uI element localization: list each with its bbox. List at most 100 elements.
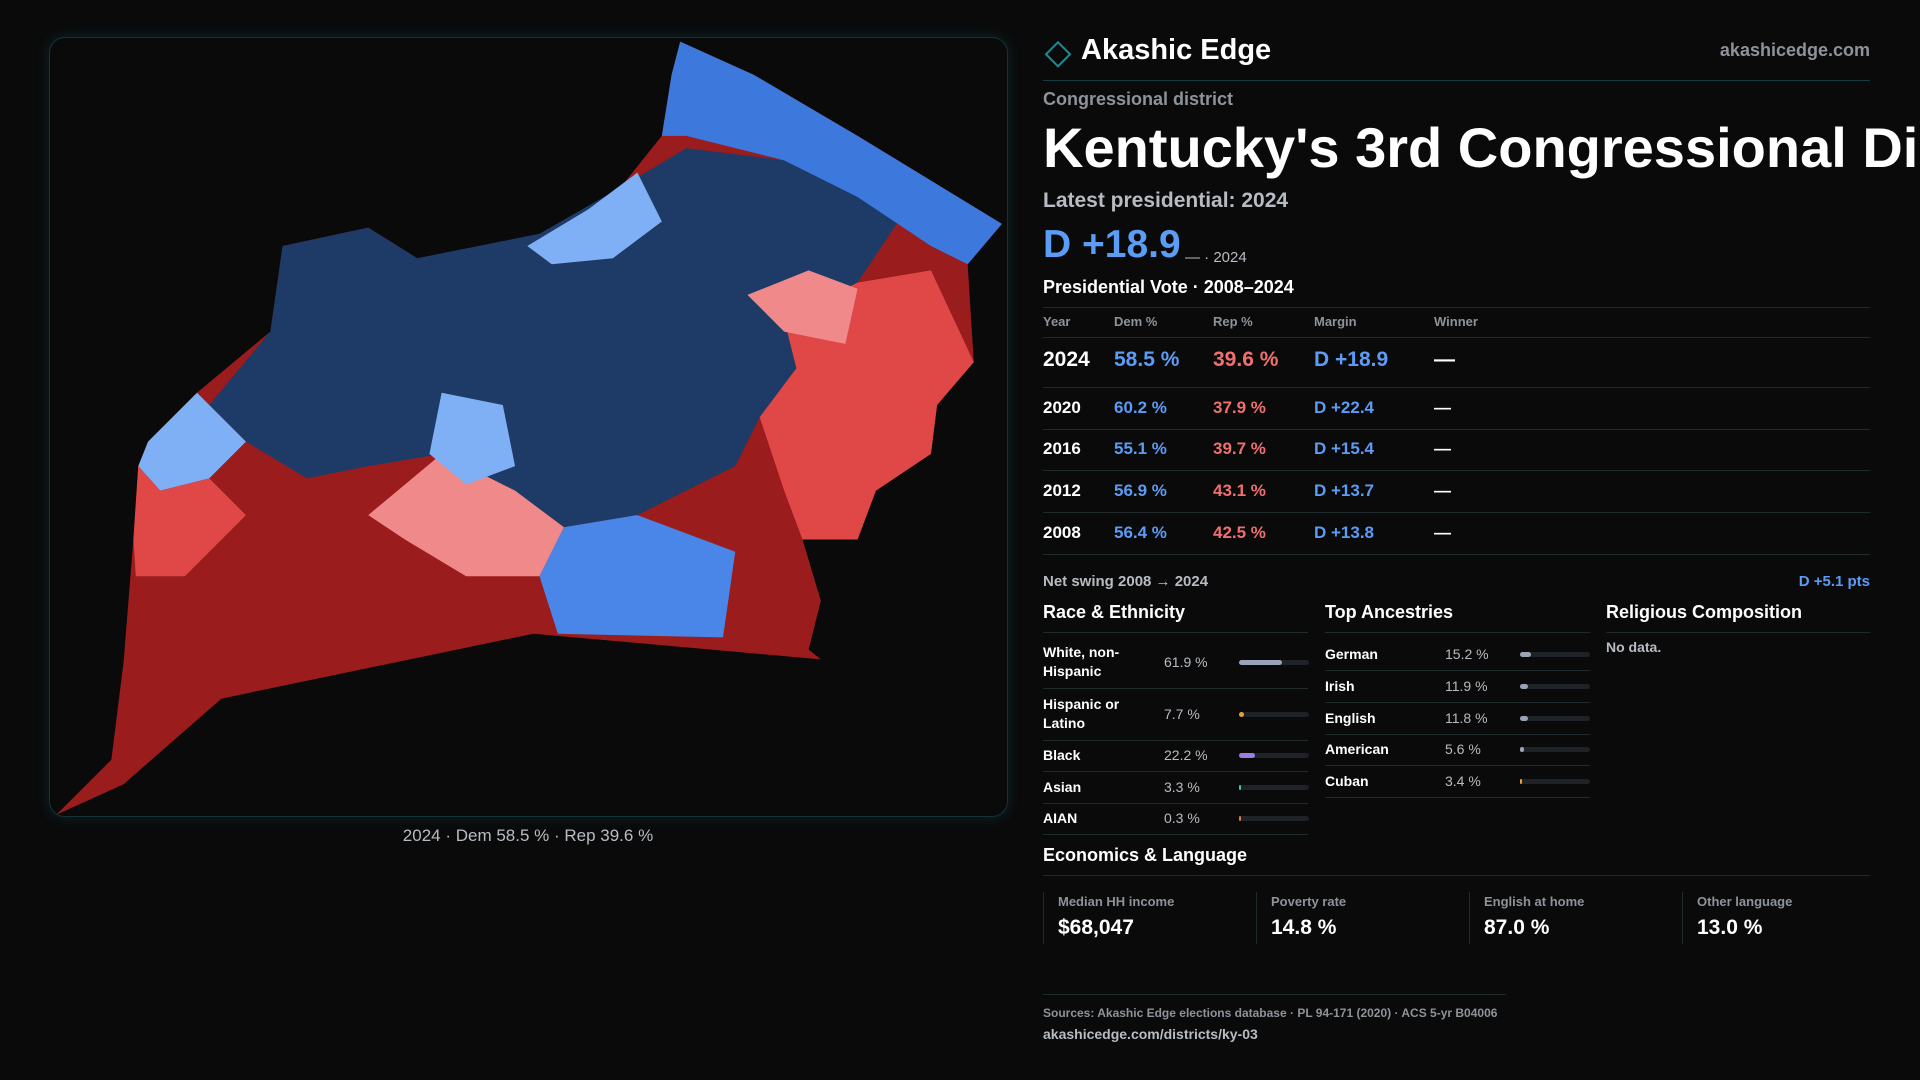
divider bbox=[1043, 632, 1308, 633]
divider bbox=[1469, 892, 1470, 944]
row-value: 61.9 % bbox=[1164, 654, 1208, 670]
swing-label: Net swing 2008 → 2024 bbox=[1043, 573, 1209, 590]
divider bbox=[1043, 834, 1308, 835]
table-cell: — bbox=[1434, 438, 1451, 458]
row-label: English bbox=[1325, 709, 1376, 726]
row-label: Black bbox=[1043, 746, 1081, 763]
row-label: Hispanic or Latino bbox=[1043, 696, 1120, 731]
map-region bbox=[661, 41, 1002, 265]
section-title: Economics & Language bbox=[1043, 845, 1248, 865]
bar bbox=[1520, 747, 1524, 752]
row-label: White, non-Hispanic bbox=[1043, 644, 1120, 679]
map-region bbox=[133, 466, 246, 577]
row-value: 3.4 % bbox=[1445, 773, 1481, 789]
stat-label: English at home bbox=[1484, 894, 1585, 909]
row-value: 11.9 % bbox=[1445, 678, 1488, 694]
table-cell: 60.2 % bbox=[1114, 397, 1167, 417]
map-region bbox=[539, 515, 736, 638]
divider bbox=[1325, 702, 1590, 703]
bar-track bbox=[1520, 684, 1590, 689]
table-cell: 2012 bbox=[1043, 480, 1081, 500]
divider bbox=[1043, 892, 1044, 944]
bar-track bbox=[1239, 785, 1309, 790]
swing-value: D +5.1 pts bbox=[1798, 573, 1870, 590]
table-cell: D +18.9 bbox=[1314, 348, 1389, 372]
table-cell: 56.4 % bbox=[1114, 522, 1167, 542]
table-cell: 2024 bbox=[1043, 348, 1090, 372]
divider bbox=[1043, 307, 1870, 308]
bar-track bbox=[1239, 816, 1309, 821]
table-cell: D +15.4 bbox=[1314, 438, 1375, 458]
divider bbox=[1606, 632, 1870, 633]
divider bbox=[1043, 554, 1870, 555]
bar-track bbox=[1239, 753, 1309, 758]
divider bbox=[1682, 892, 1683, 944]
headline-margin: D +18.9 bbox=[1043, 223, 1181, 266]
row-value: 7.7 % bbox=[1164, 706, 1200, 722]
bar-track bbox=[1520, 747, 1590, 752]
divider bbox=[1043, 994, 1506, 995]
table-cell: — bbox=[1434, 522, 1451, 542]
divider bbox=[1043, 771, 1308, 772]
column-header: Winner bbox=[1434, 314, 1478, 329]
bar-track bbox=[1520, 716, 1590, 721]
stat-label: Poverty rate bbox=[1271, 894, 1347, 909]
row-value: 11.8 % bbox=[1445, 710, 1488, 726]
site-link[interactable]: akashicedge.com bbox=[1719, 40, 1870, 60]
table-cell: — bbox=[1434, 397, 1451, 417]
table-cell: D +13.8 bbox=[1314, 522, 1375, 542]
stat-label: Median HH income bbox=[1058, 894, 1175, 909]
table-cell: 56.9 % bbox=[1114, 480, 1167, 500]
divider bbox=[1043, 429, 1870, 430]
table-cell: 39.6 % bbox=[1213, 348, 1279, 372]
row-value: 22.2 % bbox=[1164, 747, 1208, 763]
map-region bbox=[368, 453, 564, 577]
table-cell: 2016 bbox=[1043, 438, 1081, 458]
column-header: Margin bbox=[1314, 314, 1357, 329]
table-title: Presidential Vote · 2008–2024 bbox=[1043, 277, 1294, 297]
table-cell: 37.9 % bbox=[1213, 397, 1266, 417]
column-header: Dem % bbox=[1114, 314, 1158, 329]
bar bbox=[1239, 785, 1242, 790]
bar bbox=[1239, 753, 1255, 758]
district-map bbox=[56, 41, 1002, 815]
section-title: Race & Ethnicity bbox=[1043, 602, 1186, 622]
table-cell: 2020 bbox=[1043, 397, 1081, 417]
divider bbox=[1256, 892, 1257, 944]
divider bbox=[1043, 688, 1308, 689]
row-label: American bbox=[1325, 740, 1389, 757]
row-label: Asian bbox=[1043, 778, 1082, 795]
page-title: Kentucky's 3rd Congressional District bbox=[1043, 116, 1920, 179]
table-cell: 42.5 % bbox=[1213, 522, 1266, 542]
stat-value: 14.8 % bbox=[1271, 916, 1337, 939]
column-header: Rep % bbox=[1213, 314, 1253, 329]
stat-value: 87.0 % bbox=[1484, 916, 1550, 939]
divider bbox=[1043, 470, 1870, 471]
table-cell: 2008 bbox=[1043, 522, 1081, 542]
divider bbox=[1043, 803, 1308, 804]
bar-track bbox=[1239, 712, 1309, 717]
bar-track bbox=[1239, 660, 1309, 665]
footer-link[interactable]: akashicedge.com/districts/ky-03 bbox=[1043, 1026, 1258, 1042]
row-label: Irish bbox=[1325, 677, 1355, 694]
brand-logo bbox=[1044, 40, 1072, 68]
row-value: 3.3 % bbox=[1164, 779, 1200, 795]
bar bbox=[1520, 652, 1531, 657]
divider bbox=[1043, 337, 1870, 338]
sources: Sources: Akashic Edge elections database… bbox=[1043, 1006, 1498, 1020]
section-title: Top Ancestries bbox=[1325, 602, 1454, 622]
table-cell: 43.1 % bbox=[1213, 480, 1266, 500]
stat-label: Other language bbox=[1697, 894, 1793, 909]
bar bbox=[1520, 716, 1529, 721]
stat-value: 13.0 % bbox=[1697, 916, 1763, 939]
stat-value: $68,047 bbox=[1058, 916, 1134, 939]
divider bbox=[1325, 797, 1590, 798]
divider bbox=[1043, 512, 1870, 513]
bar bbox=[1520, 779, 1523, 784]
map-caption: 2024 · Dem 58.5 % · Rep 39.6 % bbox=[402, 826, 654, 845]
divider bbox=[1325, 670, 1590, 671]
bar bbox=[1239, 660, 1283, 665]
brand-name: Akashic Edge bbox=[1081, 34, 1272, 66]
